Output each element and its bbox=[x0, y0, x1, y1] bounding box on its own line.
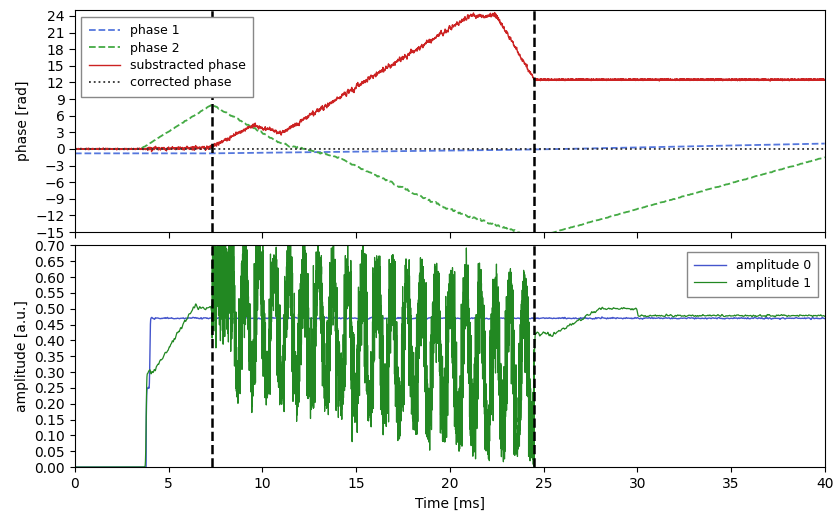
amplitude 1 bbox=[820, 313, 830, 319]
substracted phase bbox=[70, 146, 80, 153]
Line: phase 1: phase 1 bbox=[75, 144, 825, 154]
amplitude 0 bbox=[546, 315, 556, 321]
amplitude 1 bbox=[208, 236, 218, 242]
phase 1 bbox=[107, 150, 117, 156]
corrected phase bbox=[820, 146, 830, 152]
phase 1 bbox=[342, 148, 352, 155]
phase 1 bbox=[546, 146, 556, 152]
phase 2 bbox=[626, 208, 636, 214]
phase 2 bbox=[514, 229, 524, 236]
amplitude 0 bbox=[626, 315, 636, 321]
substracted phase bbox=[820, 77, 830, 83]
phase 2 bbox=[207, 102, 217, 108]
substracted phase bbox=[147, 148, 157, 155]
amplitude 1 bbox=[107, 464, 117, 470]
amplitude 1 bbox=[342, 295, 352, 302]
substracted phase bbox=[626, 77, 636, 83]
corrected phase bbox=[107, 146, 117, 152]
amplitude 0 bbox=[107, 464, 117, 470]
corrected phase bbox=[342, 146, 352, 152]
corrected phase bbox=[629, 146, 639, 152]
Line: phase 2: phase 2 bbox=[75, 105, 825, 238]
amplitude 1 bbox=[546, 333, 556, 339]
amplitude 0 bbox=[820, 316, 830, 322]
phase 2 bbox=[546, 230, 556, 236]
substracted phase bbox=[546, 76, 556, 83]
phase 2 bbox=[666, 197, 676, 203]
phase 1 bbox=[70, 150, 80, 156]
Line: amplitude 0: amplitude 0 bbox=[75, 317, 825, 467]
substracted phase bbox=[666, 77, 676, 83]
phase 2 bbox=[70, 146, 80, 152]
phase 1 bbox=[626, 144, 636, 151]
Line: amplitude 1: amplitude 1 bbox=[75, 239, 825, 467]
amplitude 1 bbox=[514, 437, 524, 443]
amplitude 0 bbox=[666, 316, 676, 322]
phase 2 bbox=[820, 154, 830, 160]
amplitude 1 bbox=[626, 307, 636, 313]
Line: substracted phase: substracted phase bbox=[75, 12, 825, 152]
corrected phase bbox=[546, 146, 556, 152]
substracted phase bbox=[342, 93, 352, 99]
Y-axis label: phase [rad]: phase [rad] bbox=[16, 81, 30, 161]
phase 2 bbox=[342, 158, 352, 165]
amplitude 0 bbox=[70, 464, 80, 470]
substracted phase bbox=[514, 51, 524, 57]
phase 1 bbox=[180, 151, 190, 157]
amplitude 0 bbox=[597, 314, 607, 320]
phase 1 bbox=[666, 144, 676, 150]
substracted phase bbox=[490, 9, 500, 16]
corrected phase bbox=[666, 146, 676, 152]
Legend: phase 1, phase 2, substracted phase, corrected phase: phase 1, phase 2, substracted phase, cor… bbox=[82, 17, 253, 97]
corrected phase bbox=[70, 146, 80, 152]
phase 2 bbox=[107, 146, 117, 152]
corrected phase bbox=[514, 146, 524, 152]
amplitude 0 bbox=[514, 315, 524, 321]
amplitude 1 bbox=[70, 464, 80, 470]
phase 2 bbox=[528, 235, 538, 241]
substracted phase bbox=[107, 146, 117, 153]
X-axis label: Time [ms]: Time [ms] bbox=[415, 496, 485, 510]
phase 1 bbox=[514, 147, 524, 153]
phase 1 bbox=[820, 141, 830, 147]
Y-axis label: amplitude [a.u.]: amplitude [a.u.] bbox=[15, 301, 29, 412]
Legend: amplitude 0, amplitude 1: amplitude 0, amplitude 1 bbox=[687, 252, 818, 297]
corrected phase bbox=[442, 146, 452, 152]
amplitude 1 bbox=[666, 312, 676, 318]
amplitude 0 bbox=[342, 315, 352, 321]
corrected phase bbox=[626, 146, 636, 152]
